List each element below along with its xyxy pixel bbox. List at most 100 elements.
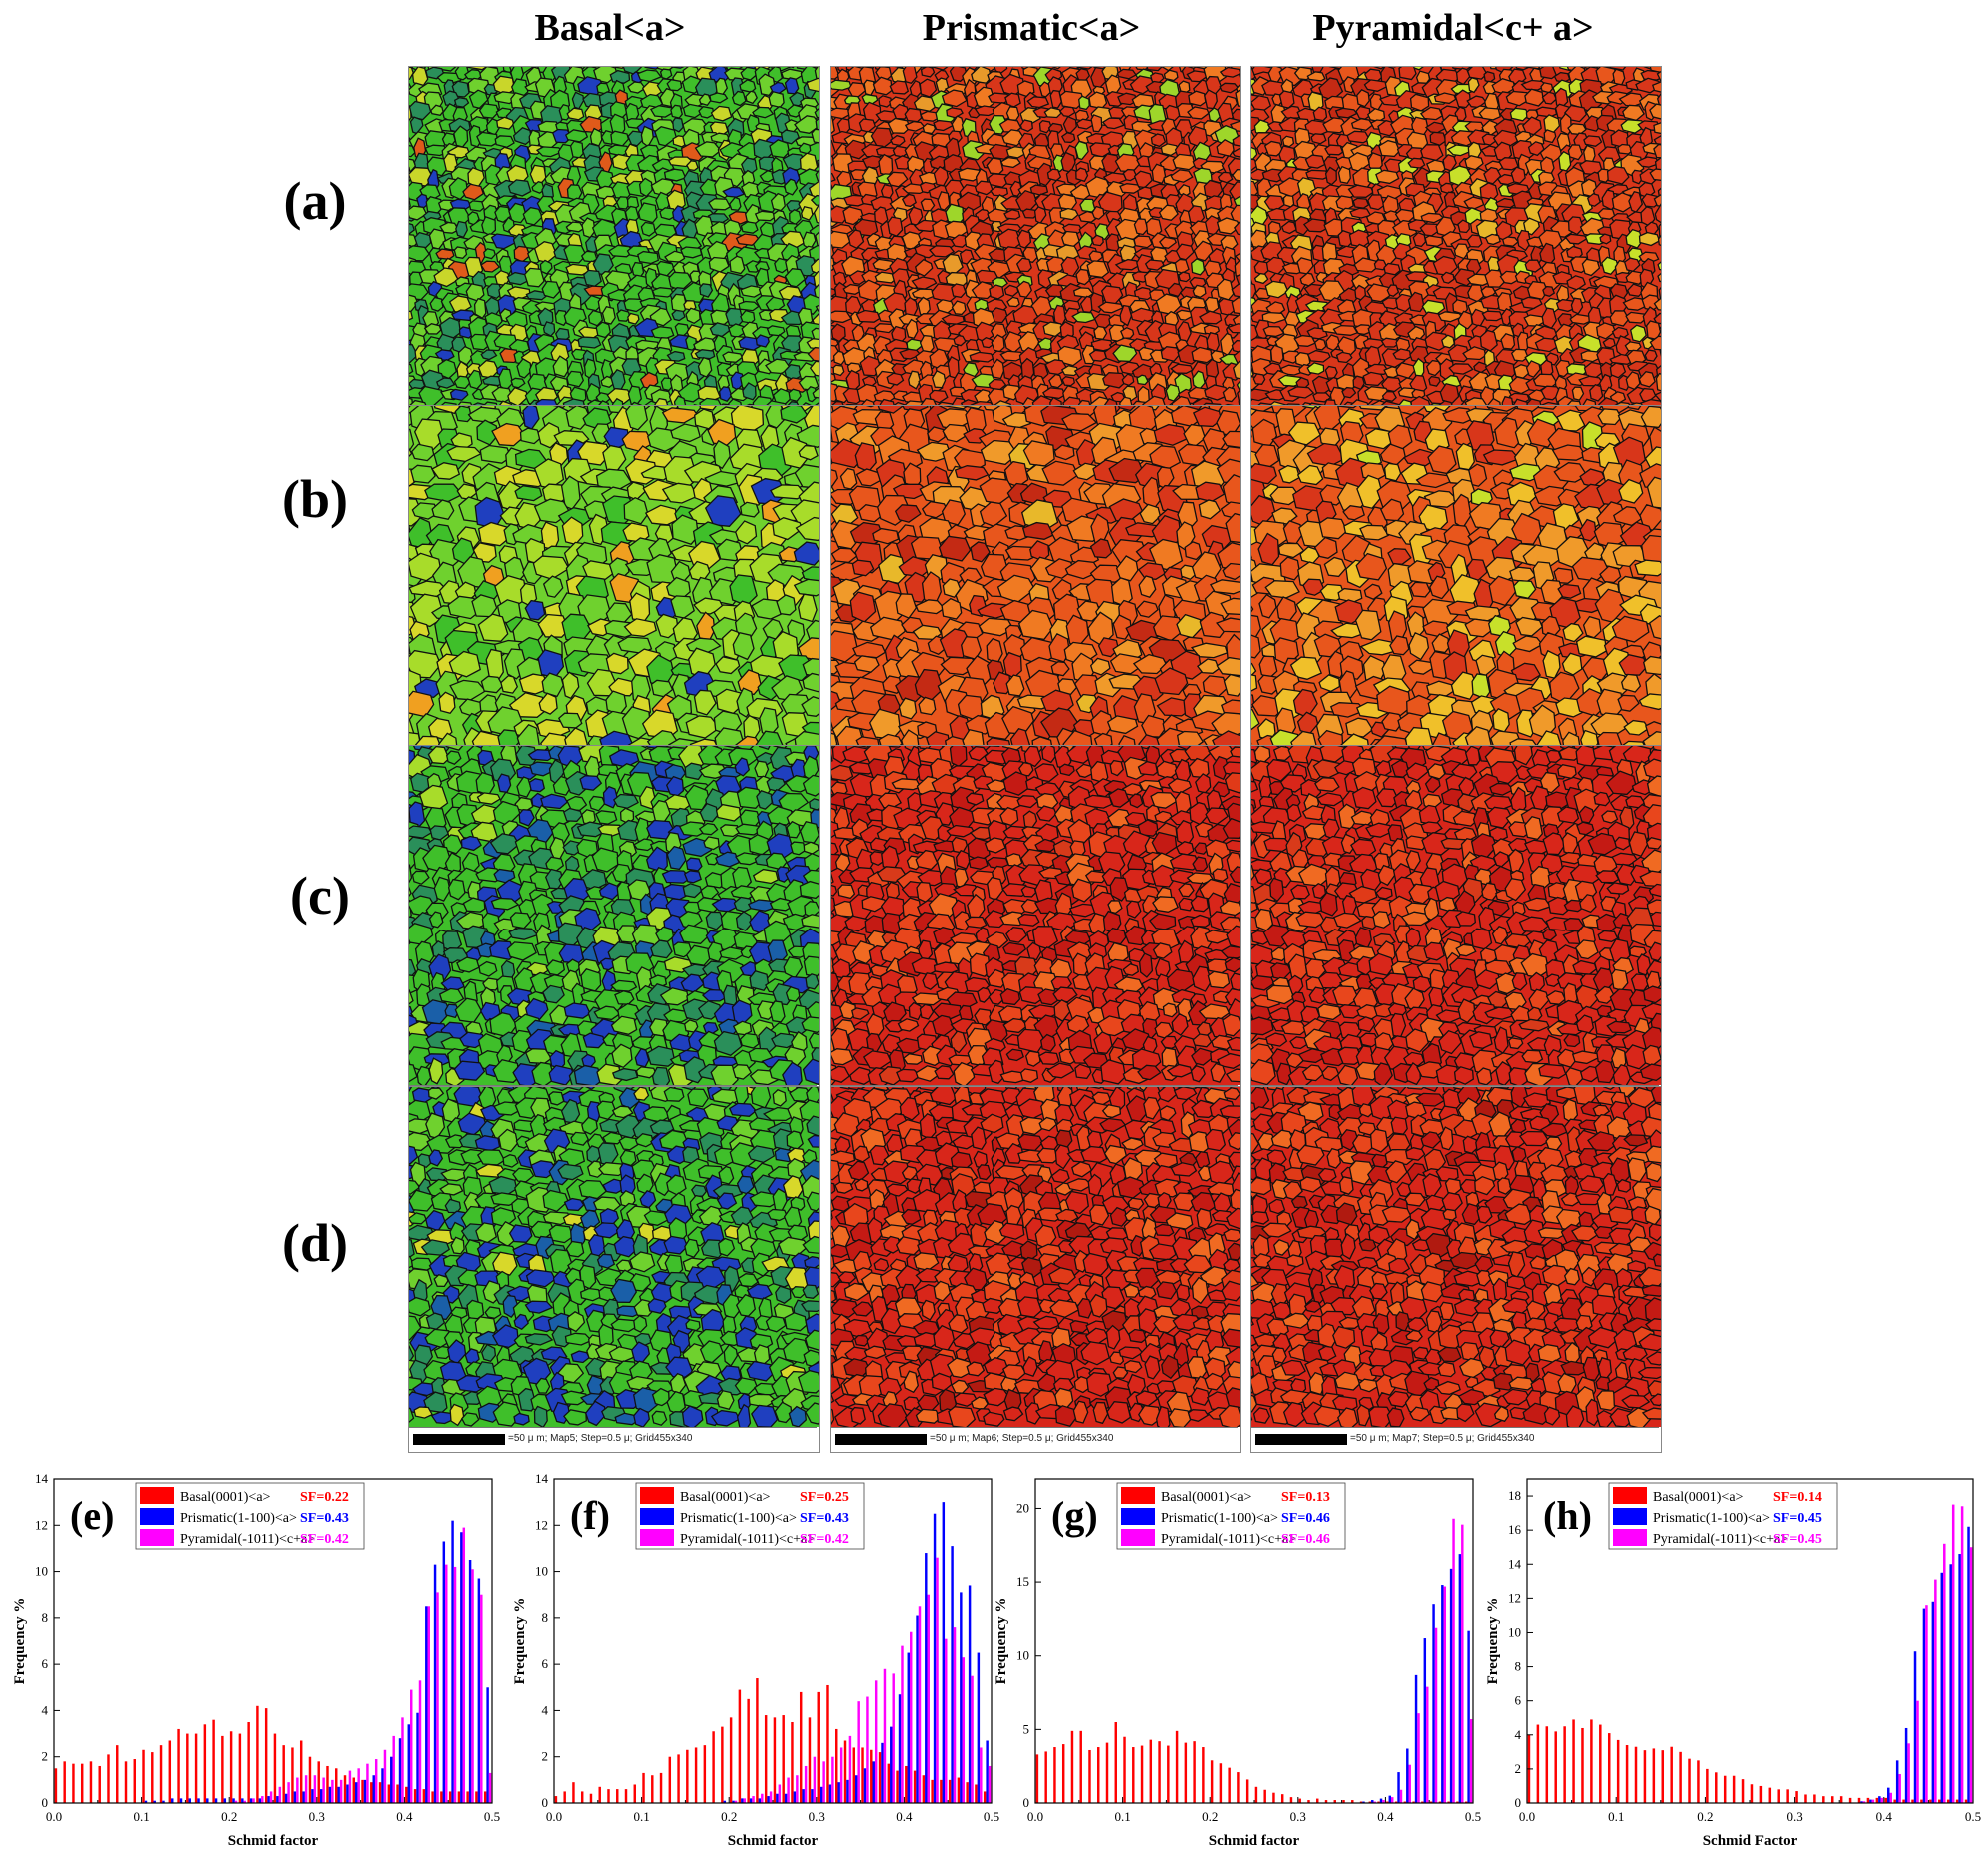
bar-basal-0 [554, 1796, 558, 1803]
bar-basal-25 [1254, 1786, 1258, 1803]
bar-basal-11 [651, 1775, 654, 1803]
bar-prismatic-38 [890, 1726, 893, 1803]
bar-basal-37 [1359, 1801, 1363, 1803]
bar-pyramidal-43 [936, 1557, 939, 1803]
bar-pyramidal-26 [287, 1782, 290, 1803]
bar-pyramidal-25 [278, 1786, 282, 1803]
x-tick-label: 0.1 [633, 1809, 649, 1824]
bar-prismatic-37 [1362, 1801, 1365, 1803]
bar-pyramidal-43 [1916, 1700, 1919, 1803]
bar-prismatic-33 [346, 1784, 349, 1803]
bar-prismatic-39 [898, 1694, 902, 1803]
bar-basal-23 [1732, 1775, 1736, 1803]
histogram-h: 0.0 0.1 0.2 0.3 0.4 0.5 0 2 4 6 8 10 12 14 16 18 Schmid … [1481, 1467, 1981, 1859]
scale-bar-line [1255, 1434, 1347, 1445]
bar-pyramidal-38 [1373, 1801, 1376, 1803]
sf-label-pyramidal: SF=0.45 [1773, 1532, 1822, 1547]
bar-prismatic-44 [442, 1541, 446, 1803]
ebsd-map-c-basal: =50 μ m; Map5; Step=0.5 μ; Grid454x336 [408, 745, 820, 1111]
bar-basal-26 [282, 1745, 285, 1803]
bar-basal-15 [1661, 1750, 1665, 1803]
bar-basal-16 [1175, 1730, 1179, 1803]
bar-prismatic-48 [1458, 1554, 1462, 1803]
bar-basal-41 [913, 1770, 917, 1803]
bar-basal-31 [1804, 1794, 1807, 1803]
bar-pyramidal-27 [796, 1775, 799, 1803]
bar-prismatic-37 [1860, 1801, 1863, 1803]
bar-prismatic-39 [1379, 1798, 1383, 1803]
bar-basal-49 [483, 1791, 487, 1803]
bar-basal-27 [291, 1747, 294, 1803]
legend-label-basal: Basal(0001)<a> [180, 1490, 271, 1505]
bar-prismatic-26 [784, 1793, 788, 1803]
grain-map-image [409, 67, 819, 407]
y-tick-label: 10 [35, 1564, 48, 1579]
grain-map-image [1251, 67, 1661, 407]
bar-basal-34 [1830, 1796, 1834, 1803]
bar-prismatic-49 [1467, 1630, 1470, 1803]
bar-basal-11 [151, 1752, 154, 1803]
bar-pyramidal-49 [1469, 1719, 1473, 1803]
bar-prismatic-16 [197, 1798, 200, 1803]
histogram-e: 0.0 0.1 0.2 0.3 0.4 0.5 0 2 4 6 8 10 12 14 Schmid fact… [8, 1467, 500, 1859]
bar-prismatic-22 [749, 1798, 753, 1803]
bar-basal-15 [1167, 1745, 1170, 1803]
bar-basal-14 [677, 1754, 680, 1803]
bar-prismatic-46 [1940, 1572, 1944, 1803]
bar-pyramidal-41 [418, 1680, 422, 1803]
bar-basal-14 [1158, 1741, 1161, 1803]
bar-basal-35 [1839, 1796, 1843, 1803]
grain-map-image [409, 1087, 819, 1427]
bar-basal-14 [177, 1728, 180, 1803]
bar-basal-45 [1929, 1799, 1932, 1803]
bar-basal-24 [1245, 1779, 1249, 1803]
sf-label-basal: SF=0.14 [1773, 1490, 1822, 1505]
bar-prismatic-39 [398, 1738, 402, 1803]
bar-basal-23 [256, 1705, 259, 1803]
y-tick-label: 4 [42, 1702, 49, 1717]
bar-prismatic-10 [144, 1800, 148, 1803]
bar-pyramidal-28 [304, 1775, 308, 1803]
bar-basal-44 [1421, 1801, 1424, 1803]
x-tick-label: 0.5 [1965, 1809, 1981, 1824]
bar-basal-36 [370, 1782, 373, 1803]
bar-basal-41 [1394, 1801, 1398, 1803]
bar-basal-43 [1911, 1799, 1914, 1803]
bar-basal-3 [1554, 1731, 1557, 1803]
bar-basal-7 [116, 1745, 119, 1803]
bar-basal-29 [808, 1717, 812, 1803]
scale-bar: =50 μ m; Map6; Step=0.5 μ; Grid455x340 [831, 1427, 1238, 1451]
bar-prismatic-41 [1397, 1772, 1400, 1803]
bar-basal-18 [1193, 1741, 1196, 1803]
bar-pyramidal-36 [874, 1680, 878, 1803]
bar-prismatic-49 [1967, 1526, 1970, 1803]
legend-label-pyramidal: Pyramidal(-1011)<c+a> [1653, 1532, 1788, 1547]
bar-pyramidal-31 [331, 1779, 334, 1803]
bar-basal-29 [1786, 1789, 1789, 1803]
bar-pyramidal-40 [1889, 1792, 1893, 1803]
legend-label-basal: Basal(0001)<a> [1161, 1490, 1252, 1505]
bar-prismatic-19 [723, 1800, 727, 1803]
y-tick-label: 15 [1016, 1574, 1029, 1589]
x-tick-label: 0.0 [1519, 1809, 1535, 1824]
scale-bar: =50 μ m; Map7; Step=0.5 μ; Grid455x340 [1251, 1427, 1659, 1451]
bar-basal-19 [1697, 1760, 1700, 1803]
bar-pyramidal-24 [769, 1791, 773, 1803]
bar-prismatic-34 [354, 1782, 358, 1803]
bar-prismatic-48 [977, 1652, 981, 1803]
bar-basal-12 [159, 1745, 163, 1803]
bar-prismatic-43 [1913, 1651, 1917, 1803]
bar-prismatic-21 [741, 1798, 744, 1803]
bar-basal-28 [299, 1740, 303, 1803]
bar-basal-21 [238, 1733, 242, 1803]
bar-basal-32 [335, 1768, 338, 1803]
panel-label: (e) [70, 1493, 114, 1538]
bar-prismatic-49 [486, 1687, 489, 1803]
bar-basal-17 [1679, 1751, 1682, 1803]
bar-basal-17 [1184, 1742, 1188, 1803]
map-caption: =50 μ m; Map5; Step=0.5 μ; Grid455x340 [508, 1433, 693, 1444]
scale-bar: =50 μ m; Map5; Step=0.5 μ; Grid455x340 [409, 1427, 817, 1451]
bar-basal-2 [572, 1782, 575, 1803]
x-tick-label: 0.3 [1290, 1809, 1306, 1824]
bar-basal-9 [633, 1784, 636, 1803]
